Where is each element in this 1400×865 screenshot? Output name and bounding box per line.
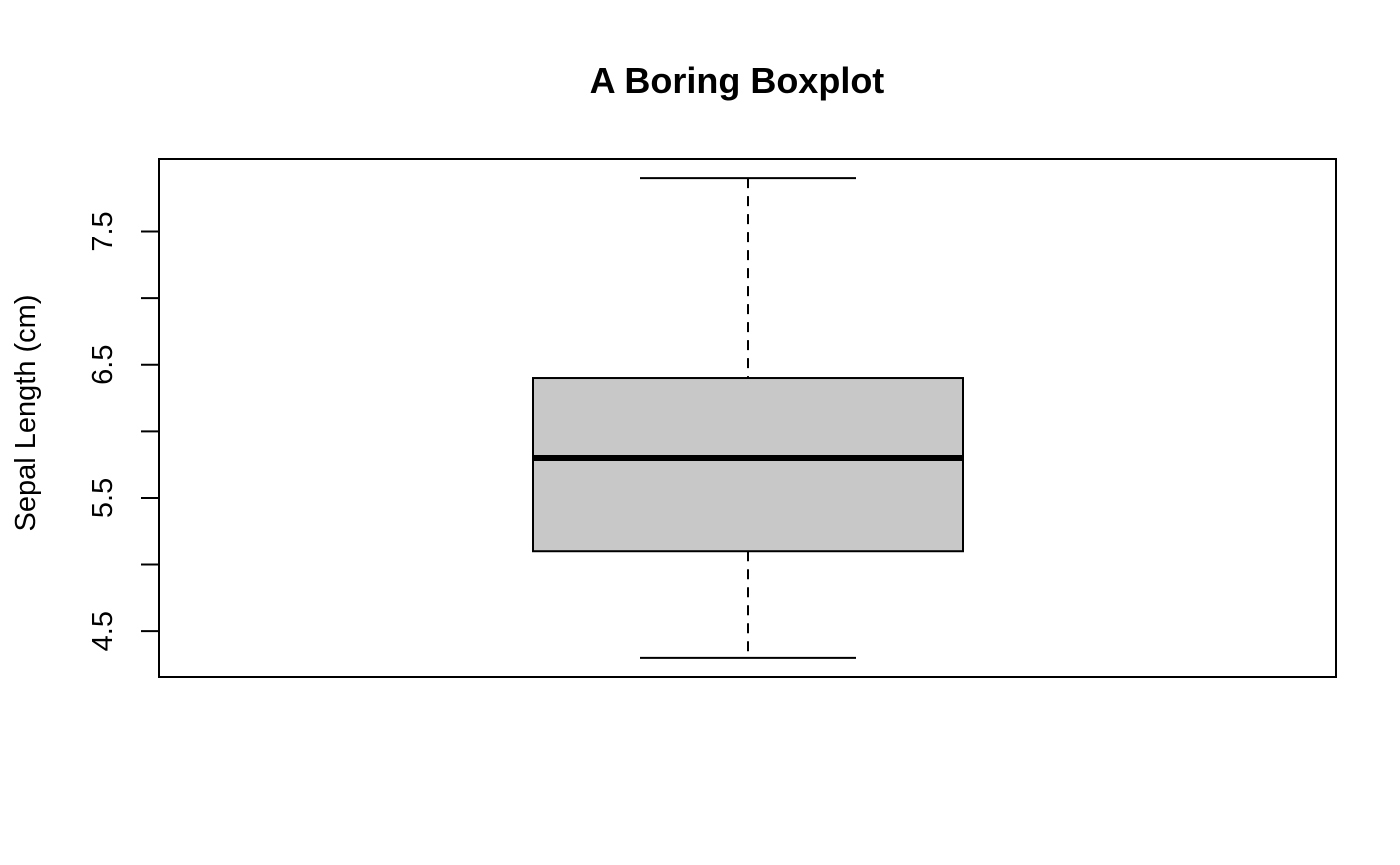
y-tick-label: 6.5 [87,345,119,385]
y-tick-label: 7.5 [87,211,119,251]
y-tick-label: 4.5 [87,611,119,651]
y-tick-label: 5.5 [87,478,119,518]
y-axis-label: Sepal Length (cm) [10,295,42,532]
iqr-box [533,378,963,551]
box-and-whisker [533,178,963,658]
chart-title: A Boring Boxplot [590,60,885,101]
y-axis: 4.5 5.5 6.5 7.5 [87,211,159,651]
